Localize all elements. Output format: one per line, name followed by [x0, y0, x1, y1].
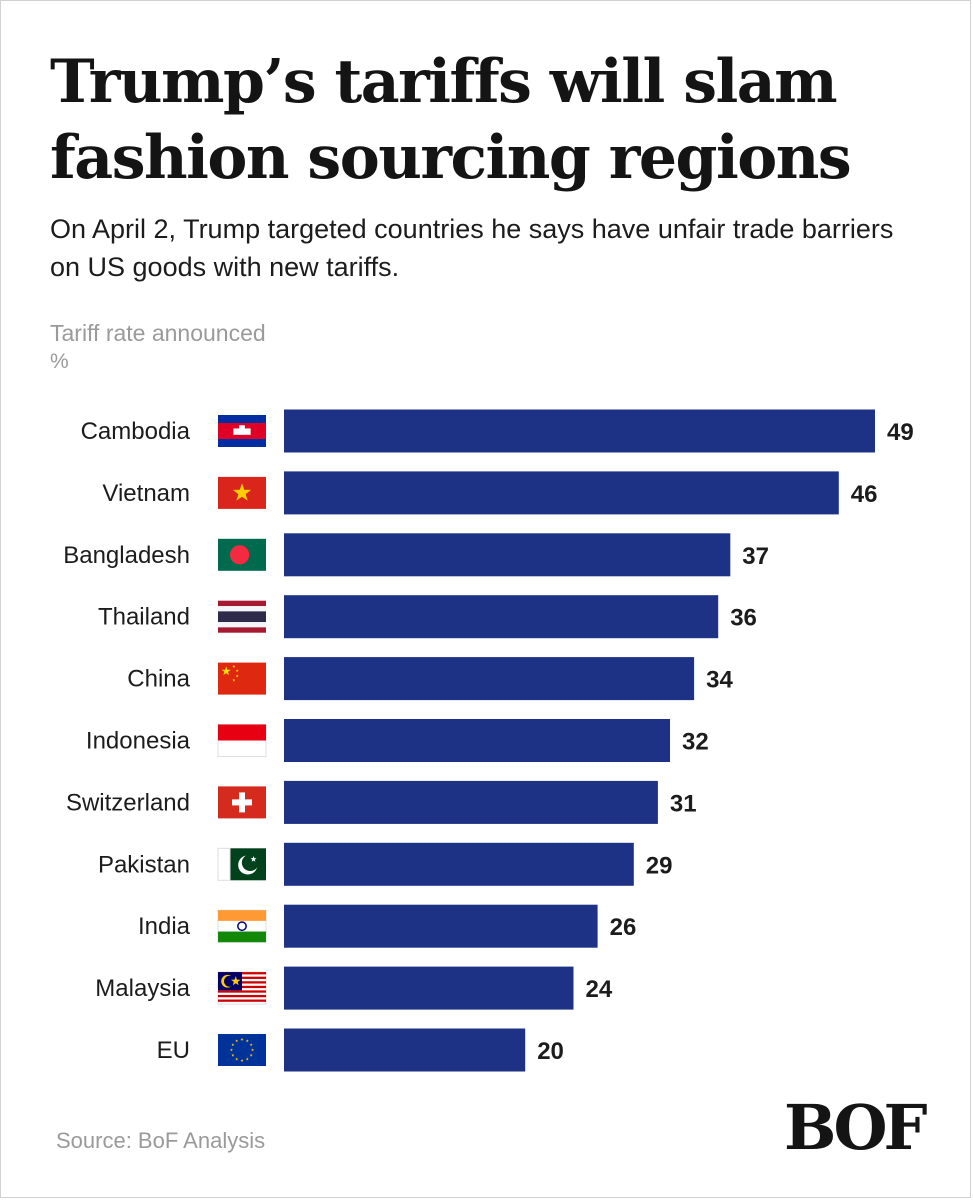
bar-vietnam	[284, 471, 839, 515]
bar-switzerland	[284, 780, 658, 824]
bar-chart: Cambodia 49 Vietnam 46 Bangladesh 37 Thailand 3…	[63, 409, 914, 1072]
bar-eu	[284, 1028, 526, 1072]
category-label-eu: EU	[157, 1037, 190, 1064]
indonesia-flag-icon	[217, 724, 267, 757]
india-flag-icon	[217, 909, 267, 943]
eu-flag-icon	[218, 1034, 266, 1066]
value-label-eu: 20	[537, 1038, 564, 1065]
malaysia-flag-icon	[217, 971, 267, 1005]
category-label-vietnam: Vietnam	[102, 480, 190, 507]
china-flag-icon	[218, 662, 266, 695]
category-label-china: China	[127, 666, 190, 693]
bar-bangladesh	[284, 533, 731, 577]
bof-logo: BOF	[784, 1091, 928, 1164]
value-label-india: 26	[610, 914, 637, 941]
category-label-bangladesh: Bangladesh	[63, 542, 190, 569]
vietnam-flag-icon	[218, 476, 266, 509]
value-label-pakistan: 29	[646, 852, 673, 879]
category-label-cambodia: Cambodia	[81, 418, 191, 445]
chart-title: Trump’s tariffs will slam fashion sourci…	[50, 47, 852, 193]
category-label-india: India	[138, 913, 191, 940]
source-note: Source: BoF Analysis	[56, 1128, 266, 1153]
thailand-flag-icon	[218, 600, 266, 633]
value-label-thailand: 36	[730, 605, 757, 632]
category-label-switzerland: Switzerland	[66, 789, 190, 816]
axis-label: Tariff rate announced	[50, 320, 266, 346]
value-label-indonesia: 32	[682, 729, 709, 756]
category-label-malaysia: Malaysia	[95, 975, 190, 1002]
value-label-malaysia: 24	[586, 976, 613, 1003]
bangladesh-flag-icon	[218, 538, 266, 571]
value-label-china: 34	[706, 667, 733, 694]
category-label-pakistan: Pakistan	[98, 851, 190, 878]
switzerland-flag-icon	[218, 786, 266, 819]
bar-india	[284, 904, 598, 948]
bar-malaysia	[284, 966, 574, 1010]
pakistan-flag-icon	[217, 847, 266, 881]
value-label-vietnam: 46	[851, 481, 878, 508]
value-label-switzerland: 31	[670, 790, 697, 817]
category-label-indonesia: Indonesia	[86, 728, 191, 755]
axis-unit: %	[50, 350, 69, 373]
bar-cambodia	[284, 409, 875, 453]
bar-china	[284, 657, 695, 701]
chart-subtitle: On April 2, Trump targeted countries he …	[50, 214, 894, 282]
bar-indonesia	[284, 719, 670, 762]
bar-thailand	[284, 595, 719, 639]
cambodia-flag-icon	[218, 415, 266, 447]
value-label-bangladesh: 37	[742, 543, 769, 570]
value-label-cambodia: 49	[887, 419, 914, 446]
bar-pakistan	[284, 842, 634, 886]
category-label-thailand: Thailand	[98, 604, 190, 631]
